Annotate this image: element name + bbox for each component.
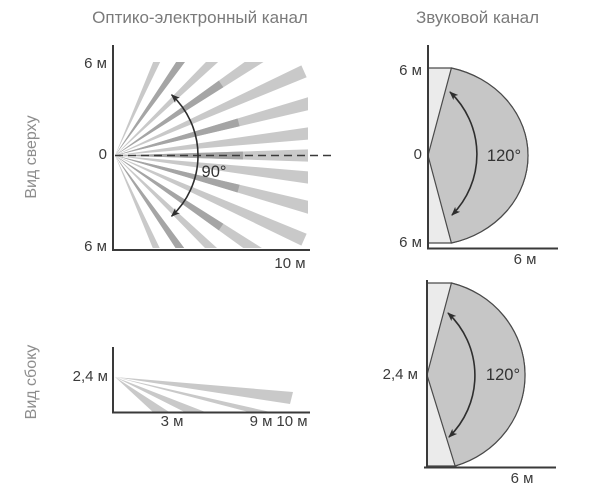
beam <box>115 155 308 214</box>
optical-top-ymax-label: 6 м <box>84 55 107 72</box>
beam-dark-core <box>115 155 224 231</box>
acoustic-side-height-label: 2,4 м <box>382 366 418 383</box>
row-label-top-view: Вид сверху <box>23 115 40 199</box>
beam <box>115 155 218 248</box>
optical-top-angle-label: 90° <box>201 163 227 181</box>
beam-dark-core <box>115 155 185 248</box>
optical-side-9m-label: 9 м <box>249 413 273 430</box>
acoustic-channel-title: Звуковой канал <box>415 8 540 27</box>
beam <box>115 127 308 156</box>
acoustic-top-ymin-label: 6 м <box>399 234 422 251</box>
beam <box>115 155 262 248</box>
optical-top-ymin-label: 6 м <box>84 238 107 255</box>
beam <box>115 155 308 184</box>
optical-top-zero-label: 0 <box>98 146 107 163</box>
beam <box>115 62 161 156</box>
optical-angle-arc-arrow <box>170 94 199 217</box>
optical-top-beams <box>115 62 308 248</box>
optical-side-10m-label: 10 м <box>276 413 308 430</box>
optical-top-xmax-label: 10 м <box>274 255 306 272</box>
beam <box>115 62 219 156</box>
acoustic-side-angle-label: 120° <box>485 366 521 384</box>
acoustic-top-angle-arc-arrow <box>449 91 478 216</box>
beam <box>115 155 307 246</box>
optical-side-height-label: 2,4 м <box>72 368 108 385</box>
acoustic-side-angle-arc-arrow <box>447 312 476 438</box>
side-beam-far <box>115 377 293 404</box>
optical-channel-title: Оптико-электронный канал <box>92 8 308 27</box>
optical-side-beams <box>115 377 293 412</box>
beam <box>115 65 307 156</box>
beam-dark-core <box>115 80 224 156</box>
beam-dark-core <box>115 62 185 156</box>
side-beam <box>115 377 169 412</box>
acoustic-top-zero-label: 0 <box>413 146 422 163</box>
side-beam <box>115 377 204 412</box>
acoustic-top-angle-label: 120° <box>486 147 522 165</box>
side-beam <box>115 377 269 412</box>
acoustic-side-xmax-label: 6 м <box>510 470 534 487</box>
beam <box>115 155 160 248</box>
acoustic-top-ymax-label: 6 м <box>399 62 422 79</box>
acoustic-top-xmax-label: 6 м <box>513 251 537 268</box>
optical-side-3m-label: 3 м <box>160 413 184 430</box>
